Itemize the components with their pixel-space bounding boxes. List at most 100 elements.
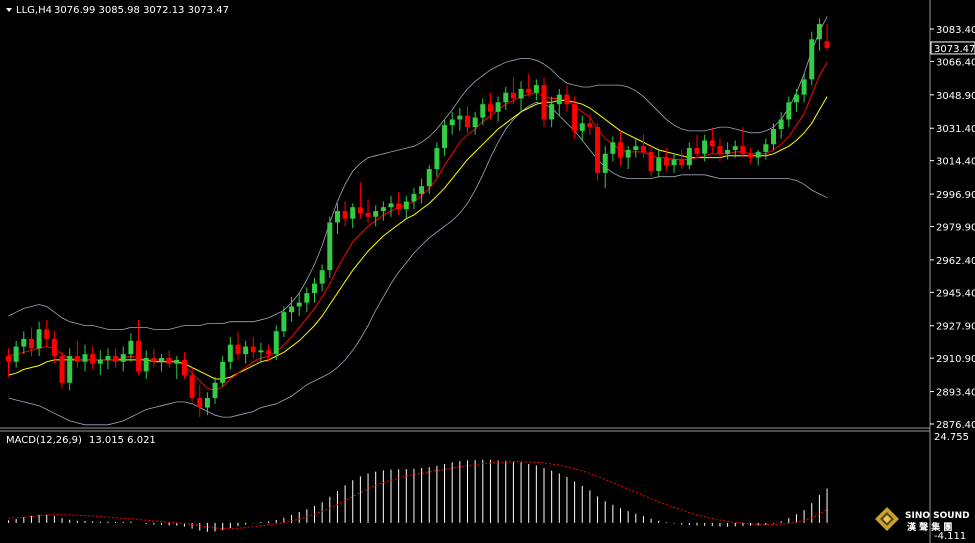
candle-body (74, 356, 80, 362)
candle-body (526, 88, 532, 93)
candle-body (755, 151, 761, 158)
candle (136, 319, 142, 376)
candle (13, 340, 19, 368)
candle (51, 331, 57, 364)
candle (151, 348, 157, 368)
candle (533, 79, 539, 101)
candle (74, 340, 80, 368)
candle-body (564, 94, 570, 105)
candle-body (197, 398, 203, 408)
price-tick-label: 3083.40 (936, 25, 975, 36)
candle-body (518, 88, 524, 99)
dropdown-triangle-icon[interactable] (6, 8, 12, 12)
symbol-timeframe: LLG,H4 (16, 5, 52, 16)
candle (541, 77, 547, 128)
candle (702, 134, 708, 162)
candle-body (136, 340, 142, 372)
candle-body (403, 201, 409, 210)
macd-signal-polyline (8, 461, 828, 530)
candle (6, 348, 11, 378)
candle (633, 138, 639, 158)
macd-tick-bottom: -4.111 (934, 531, 966, 542)
candle (120, 346, 126, 372)
candle-body (618, 142, 623, 158)
candle (579, 115, 585, 141)
candle-body (120, 354, 126, 362)
candle-body (656, 157, 662, 171)
candle-body (763, 144, 769, 152)
candle (778, 111, 784, 139)
candle (755, 149, 761, 166)
candle-body (587, 123, 593, 128)
candle (824, 24, 830, 51)
candle-body (13, 346, 19, 362)
logo-diamond-core-icon (883, 515, 891, 523)
candle-body (380, 207, 386, 212)
candle-body (174, 359, 180, 364)
macd-values: 13.015 6.021 (89, 435, 156, 446)
candle (487, 92, 493, 120)
candle-body (694, 148, 700, 154)
candle-body (610, 142, 616, 154)
candle-body (243, 346, 249, 355)
candle (442, 119, 448, 156)
candle (602, 146, 608, 189)
candle (595, 123, 601, 181)
logo-text-top: SINO SOUND (905, 511, 970, 521)
candle (380, 201, 386, 221)
sino-sound-logo: SINO SOUND 漢 聲 集 團 (875, 507, 970, 533)
candle (480, 98, 486, 126)
candle (212, 377, 218, 404)
candle (503, 87, 509, 110)
candle-body (6, 356, 11, 362)
candle (472, 111, 478, 135)
candle (373, 205, 379, 227)
price-tick-label: 2996.90 (936, 190, 975, 201)
candle-body (396, 203, 402, 210)
candle (220, 356, 226, 387)
candle-body (21, 338, 27, 347)
candle (709, 127, 715, 154)
candle-body (648, 151, 654, 171)
price-axis: 3083.40 3066.40 3048.90 3031.40 3014.40 2996.… (930, 25, 975, 431)
candle (327, 216, 333, 278)
candle (648, 146, 654, 177)
price-tick-label: 2927.90 (936, 322, 975, 333)
last-price-tag: 3073.47 (930, 41, 975, 55)
candle (809, 31, 815, 86)
last-price-box (930, 41, 975, 55)
candle-body (334, 211, 340, 223)
candle (419, 178, 425, 204)
candle-body (220, 361, 226, 383)
candle (679, 149, 685, 170)
candle (694, 134, 700, 158)
candle (403, 195, 409, 219)
candle (434, 142, 440, 177)
candle-body (97, 359, 103, 364)
price-tick-label: 2893.40 (936, 388, 975, 399)
candle-body (556, 94, 562, 105)
candle-body (434, 148, 440, 170)
candle (304, 287, 310, 313)
candle (732, 140, 738, 158)
candle-body (732, 146, 738, 150)
candle (388, 195, 394, 217)
candle-body (510, 92, 516, 99)
candle-body (159, 357, 164, 362)
candle-body (740, 146, 746, 154)
candle (319, 264, 325, 292)
candle-body (457, 115, 463, 120)
candle-body (289, 306, 295, 313)
candle (717, 138, 723, 162)
candle (457, 108, 463, 131)
candle-body (663, 157, 669, 166)
candle-body (465, 115, 470, 128)
candle-body (28, 338, 34, 349)
price-tick-label: 2945.40 (936, 288, 975, 299)
candle-body (296, 302, 302, 307)
candle (350, 203, 356, 229)
candle (518, 81, 524, 112)
macd-tick-top: 24.755 (934, 432, 969, 443)
candle (204, 392, 210, 416)
